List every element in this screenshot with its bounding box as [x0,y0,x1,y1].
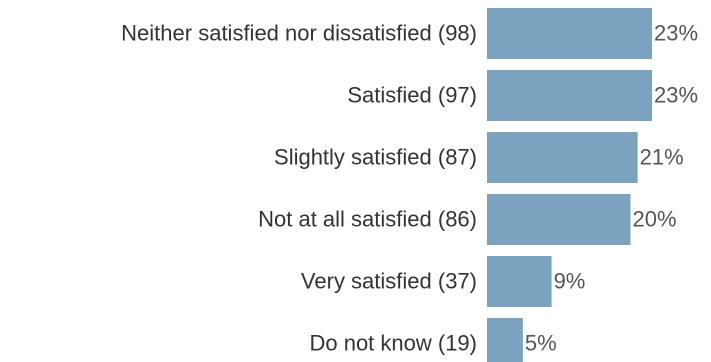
category-label: Very satisfied (37) [301,268,477,293]
value-label: 9% [554,268,586,293]
value-label: 23% [654,82,698,107]
category-label: Neither satisfied nor dissatisfied (98) [121,20,477,45]
bar [487,194,631,245]
bar [487,256,552,307]
bar [487,70,652,121]
category-label: Slightly satisfied (87) [274,144,477,169]
bar [487,318,523,362]
value-label: 5% [525,330,557,355]
category-label: Not at all satisfied (86) [258,206,477,231]
value-label: 20% [632,206,676,231]
value-label: 23% [654,20,698,45]
value-label: 21% [640,144,684,169]
category-label: Do not know (19) [309,330,477,355]
category-label: Satisfied (97) [347,82,477,107]
bar [487,132,638,183]
bar [487,8,652,59]
